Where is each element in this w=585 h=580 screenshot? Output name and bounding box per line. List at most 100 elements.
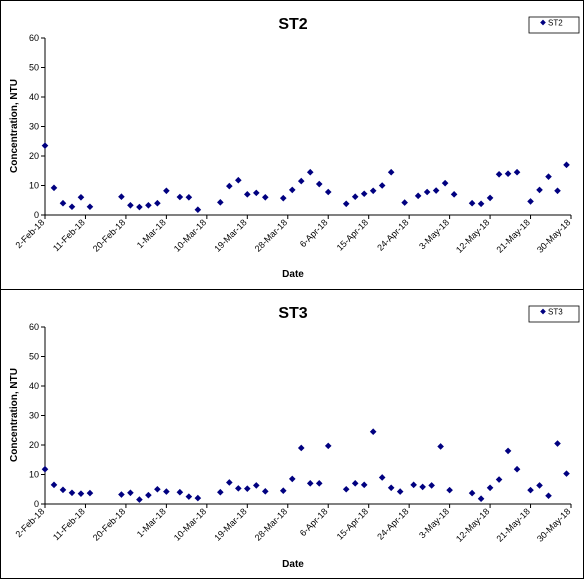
data-point: [86, 203, 94, 211]
data-point: [315, 180, 323, 188]
data-point: [288, 186, 296, 194]
data-point: [468, 199, 476, 207]
data-point: [563, 470, 570, 477]
data-point: [50, 481, 58, 489]
data-point: [118, 193, 125, 201]
data-point: [410, 481, 417, 489]
x-tick-label: 28-Mar-18: [253, 506, 289, 542]
data-point: [536, 482, 543, 489]
data-point: [297, 444, 305, 452]
data-point: [536, 186, 543, 194]
y-tick-label: 0: [34, 499, 39, 509]
x-tick-label: 11-Feb-18: [51, 506, 87, 542]
data-point: [554, 187, 561, 195]
data-point: [387, 168, 395, 176]
x-tick-label: 3-May-18: [417, 217, 451, 251]
y-tick-label: 50: [29, 352, 39, 362]
data-point: [77, 490, 85, 497]
data-point: [226, 479, 233, 486]
data-point: [563, 161, 570, 169]
data-point: [77, 194, 85, 201]
data-point: [342, 200, 350, 208]
x-tick-label: 20-Feb-18: [91, 506, 127, 542]
data-point: [226, 182, 233, 190]
data-point: [495, 170, 503, 178]
data-point: [306, 480, 314, 487]
data-point: [527, 198, 534, 205]
data-point: [495, 476, 503, 483]
data-point: [477, 495, 485, 502]
x-tick-label: 3-May-18: [417, 506, 451, 540]
x-tick-label: 1-Mar-18: [135, 506, 168, 539]
y-tick-label: 20: [29, 440, 39, 450]
x-tick-label: 19-Mar-18: [212, 506, 248, 542]
chart-svg-st2: ST2 Date Concentration, NTU ST2 0 10 20 30 4…: [9, 16, 580, 280]
legend-marker: [540, 308, 546, 315]
data-point: [244, 191, 251, 198]
chart-title: ST2: [278, 16, 307, 33]
data-point: [545, 173, 552, 180]
data-point: [235, 176, 242, 184]
data-point: [360, 481, 368, 489]
data-point: [163, 187, 170, 195]
y-tick-label: 40: [29, 381, 39, 391]
data-point: [217, 199, 224, 206]
data-point: [118, 491, 125, 498]
y-tick-label: 10: [29, 181, 39, 191]
legend-marker: [540, 19, 546, 26]
data-point: [401, 199, 408, 206]
data-point: [306, 168, 314, 176]
y-tick-label: 30: [29, 411, 39, 421]
data-point: [86, 489, 94, 497]
data-point: [279, 487, 287, 495]
data-point: [324, 188, 332, 196]
data-point: [41, 465, 49, 473]
legend-box: [528, 16, 580, 34]
data-point: [504, 170, 512, 177]
data-point: [527, 486, 534, 494]
data-point: [369, 187, 377, 195]
x-tick-label: 30-May-18: [535, 506, 572, 543]
data-point: [127, 489, 134, 497]
data-point: [441, 179, 449, 187]
x-tick-label: 30-May-18: [535, 217, 572, 254]
data-point: [486, 194, 494, 202]
x-tick-label: 10-Mar-18: [172, 506, 208, 542]
data-point: [163, 488, 170, 495]
y-tick-label: 20: [29, 151, 39, 161]
y-tick-label: 30: [29, 122, 39, 132]
y-tick-label: 50: [29, 63, 39, 73]
data-point: [378, 474, 386, 481]
data-point: [145, 491, 152, 499]
x-tick-label: 21-May-18: [494, 506, 531, 543]
x-tick-label: 6-Apr-18: [298, 506, 330, 538]
data-point: [324, 442, 332, 450]
data-point: [194, 206, 202, 213]
data-point: [194, 494, 202, 502]
x-tick-label: 24-Apr-18: [375, 217, 410, 252]
data-point: [127, 201, 134, 209]
x-tick-label: 20-Feb-18: [91, 217, 127, 253]
data-point: [217, 488, 224, 496]
y-axis-label: Concentration, NTU: [9, 79, 20, 173]
x-tick-label: 19-Mar-18: [212, 217, 248, 253]
data-point: [244, 485, 251, 492]
data-point: [68, 489, 76, 497]
data-point: [252, 189, 260, 197]
chart-panel-st3: ST3 Date Concentration, NTU ST3 0 10 20 30 4…: [0, 289, 584, 579]
data-point: [176, 488, 184, 496]
data-point: [513, 465, 521, 473]
x-axis-label: Date: [282, 269, 304, 280]
x-tick-label: 10-Mar-18: [172, 217, 208, 253]
data-point: [513, 168, 521, 176]
data-point: [279, 194, 287, 202]
x-tick-label: 11-Feb-18: [51, 217, 87, 253]
data-point: [235, 485, 242, 492]
data-point: [261, 488, 269, 495]
data-point: [554, 440, 561, 447]
data-point: [351, 193, 359, 201]
data-point: [68, 203, 76, 211]
data-point: [41, 142, 49, 149]
